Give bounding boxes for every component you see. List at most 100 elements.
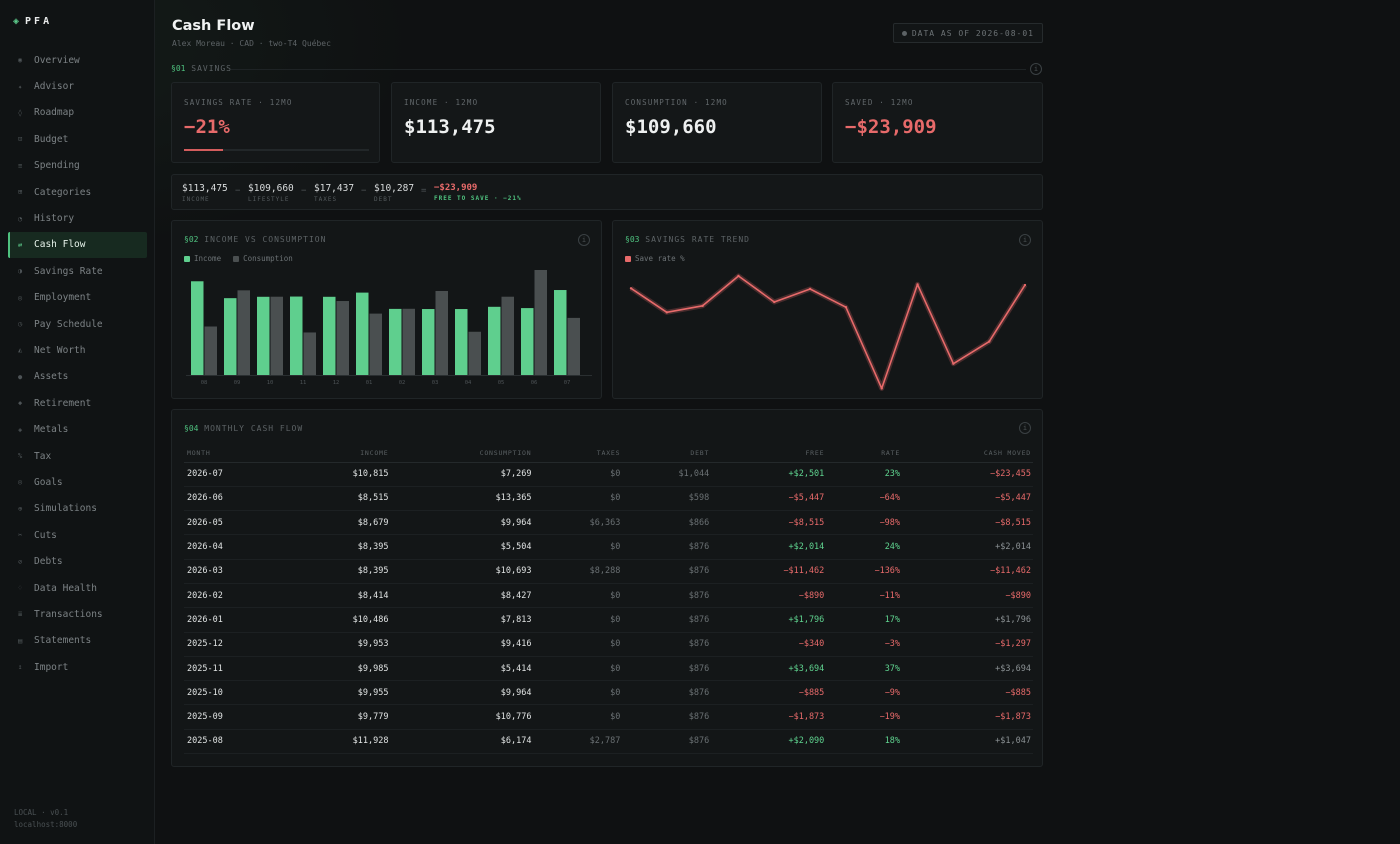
sidebar-item-assets[interactable]: ● Assets bbox=[8, 364, 147, 390]
consumption-bar[interactable] bbox=[402, 308, 416, 375]
save-rate-point[interactable] bbox=[952, 362, 955, 365]
income-bar[interactable] bbox=[323, 296, 336, 375]
info-icon[interactable]: i bbox=[1019, 422, 1031, 434]
consumption-bar[interactable] bbox=[468, 331, 482, 375]
consumption-bar[interactable] bbox=[204, 326, 218, 375]
income-bar[interactable] bbox=[356, 292, 369, 375]
flow-label: FREE TO SAVE · −21% bbox=[434, 195, 522, 202]
table-row[interactable]: 2025-09 $9,779 $10,776 $0 $876 −$1,873 −19% −$1… bbox=[184, 704, 1033, 730]
sidebar-item-advisor[interactable]: ✦ Advisor bbox=[8, 73, 147, 99]
sidebar-item-statements[interactable]: ▤ Statements bbox=[8, 628, 147, 654]
income-bar[interactable] bbox=[554, 290, 567, 375]
income-bar[interactable] bbox=[521, 308, 534, 375]
table-row[interactable]: 2026-05 $8,679 $9,964 $6,363 $866 −$8,515 −98%… bbox=[184, 510, 1033, 536]
income-bar[interactable] bbox=[455, 309, 468, 375]
sidebar-item-metals[interactable]: ◈ Metals bbox=[8, 416, 147, 442]
consumption-bar[interactable] bbox=[534, 269, 548, 375]
table-row[interactable]: 2026-07 $10,815 $7,269 $0 $1,044 +$2,501 23% −$… bbox=[184, 462, 1033, 487]
consumption-bar[interactable] bbox=[303, 332, 317, 375]
income-bar[interactable] bbox=[290, 296, 303, 375]
info-icon[interactable]: i bbox=[1030, 63, 1042, 75]
sidebar-item-history[interactable]: ◔ History bbox=[8, 205, 147, 231]
flow-debt: $10,287 DEBT bbox=[374, 183, 414, 203]
sidebar-item-cash-flow[interactable]: ⇄ Cash Flow bbox=[8, 231, 147, 259]
consumption-bar[interactable] bbox=[567, 317, 581, 375]
table-row[interactable]: 2026-06 $8,515 $13,365 $0 $598 −$5,447 −64% −$5… bbox=[184, 486, 1033, 512]
table-cell: 2026-03 bbox=[184, 559, 289, 584]
consumption-bar[interactable] bbox=[270, 296, 284, 375]
save-rate-point[interactable] bbox=[844, 305, 848, 309]
sidebar-item-categories[interactable]: ⊞ Categories bbox=[8, 179, 147, 205]
column-header[interactable]: FREE bbox=[711, 444, 827, 463]
table-row[interactable]: 2026-01 $10,486 $7,813 $0 $876 +$1,796 17% +$1,… bbox=[184, 607, 1033, 633]
table-cell: −$5,447 bbox=[902, 486, 1033, 512]
column-header[interactable]: MONTH bbox=[184, 444, 289, 463]
sidebar-item-import[interactable]: ↥ Import bbox=[8, 654, 147, 680]
table-cell: $876 bbox=[622, 656, 712, 682]
sidebar-item-roadmap[interactable]: ◊ Roadmap bbox=[8, 100, 147, 126]
save-rate-point[interactable] bbox=[629, 287, 633, 290]
sidebar-item-goals[interactable]: ◎ Goals bbox=[8, 469, 147, 495]
table-cell: −11% bbox=[826, 583, 903, 609]
column-header[interactable]: CONSUMPTION bbox=[390, 444, 534, 463]
save-rate-point[interactable] bbox=[880, 387, 883, 390]
save-rate-line[interactable] bbox=[630, 275, 1026, 390]
table-row[interactable]: 2025-12 $9,953 $9,416 $0 $876 −$340 −3% −$1,297 bbox=[184, 632, 1033, 657]
sidebar-item-overview[interactable]: ◉ Overview bbox=[8, 47, 147, 73]
income-bar[interactable] bbox=[191, 281, 204, 375]
nav-icon: ↥ bbox=[18, 663, 23, 672]
nav-icon: ▤ bbox=[18, 636, 23, 645]
info-icon[interactable]: i bbox=[1019, 234, 1031, 246]
table-row[interactable]: 2026-04 $8,395 $5,504 $0 $876 +$2,014 24% +$2,0… bbox=[184, 534, 1033, 560]
column-header[interactable]: CASH MOVED bbox=[902, 444, 1033, 463]
save-rate-point[interactable] bbox=[665, 311, 669, 314]
sidebar-item-data-health[interactable]: ♢ Data Health bbox=[8, 575, 147, 601]
income-bar[interactable] bbox=[389, 308, 402, 375]
table-row[interactable]: 2025-08 $11,928 $6,174 $2,787 $876 +$2,090 18%… bbox=[184, 729, 1033, 755]
column-header[interactable]: INCOME bbox=[288, 444, 391, 463]
sidebar-item-employment[interactable]: ◎ Employment bbox=[8, 285, 147, 311]
table-row[interactable]: 2025-11 $9,985 $5,414 $0 $876 +$3,694 37% +$3,6… bbox=[184, 656, 1033, 682]
table-row[interactable]: 2026-02 $8,414 $8,427 $0 $876 −$890 −11% −$890 bbox=[184, 583, 1033, 609]
table-cell: $7,813 bbox=[390, 607, 534, 633]
save-rate-point[interactable] bbox=[916, 283, 919, 286]
sidebar-item-retirement[interactable]: ◆ Retirement bbox=[8, 390, 147, 416]
sidebar-item-net-worth[interactable]: ◭ Net Worth bbox=[8, 337, 147, 363]
consumption-bar[interactable] bbox=[369, 313, 383, 375]
sidebar-item-spending[interactable]: ≡ Spending bbox=[8, 153, 147, 179]
sidebar-item-tax[interactable]: % Tax bbox=[8, 443, 147, 469]
save-rate-point[interactable] bbox=[701, 304, 704, 308]
income-bar[interactable] bbox=[257, 296, 270, 375]
income-bar[interactable] bbox=[422, 309, 435, 375]
sidebar-item-cuts[interactable]: ✂ Cuts bbox=[8, 522, 147, 548]
save-rate-point[interactable] bbox=[773, 300, 776, 304]
sidebar-item-debts[interactable]: ⊘ Debts bbox=[8, 548, 147, 574]
x-tick-label: 11 bbox=[300, 380, 307, 386]
save-rate-point[interactable] bbox=[808, 287, 812, 291]
app-logo[interactable]: ◈ PFA bbox=[13, 16, 52, 27]
consumption-bar[interactable] bbox=[336, 301, 350, 375]
sidebar-item-simulations[interactable]: ⊕ Simulations bbox=[8, 496, 147, 522]
column-header[interactable]: DEBT bbox=[622, 444, 712, 463]
table-row[interactable]: 2026-03 $8,395 $10,693 $8,288 $876 −$11,462 −1… bbox=[184, 559, 1033, 584]
income-bar[interactable] bbox=[224, 298, 237, 375]
table-row[interactable]: 2025-10 $9,955 $9,964 $0 $876 −$885 −9% −$885 bbox=[184, 680, 1033, 706]
sidebar-item-savings-rate[interactable]: ◑ Savings Rate bbox=[8, 258, 147, 284]
legend-save-rate: Save rate % bbox=[625, 254, 685, 263]
column-header[interactable]: TAXES bbox=[533, 444, 623, 463]
consumption-bar[interactable] bbox=[435, 290, 449, 375]
consumption-bar[interactable] bbox=[501, 296, 515, 375]
info-icon[interactable]: i bbox=[578, 234, 590, 246]
income-bar[interactable] bbox=[488, 306, 501, 375]
save-rate-point[interactable] bbox=[987, 340, 991, 343]
nav-icon: ✦ bbox=[18, 82, 23, 91]
nav-icon: ◎ bbox=[18, 478, 23, 487]
sidebar-item-pay-schedule[interactable]: ◷ Pay Schedule bbox=[8, 311, 147, 337]
table-cell: 2025-08 bbox=[184, 729, 289, 755]
consumption-bar[interactable] bbox=[237, 290, 251, 375]
column-header[interactable]: RATE bbox=[826, 444, 903, 463]
sidebar-item-transactions[interactable]: ≣ Transactions bbox=[8, 601, 147, 627]
save-rate-point[interactable] bbox=[1023, 283, 1027, 287]
sidebar-item-budget[interactable]: ⊡ Budget bbox=[8, 126, 147, 152]
save-rate-point[interactable] bbox=[737, 274, 740, 278]
